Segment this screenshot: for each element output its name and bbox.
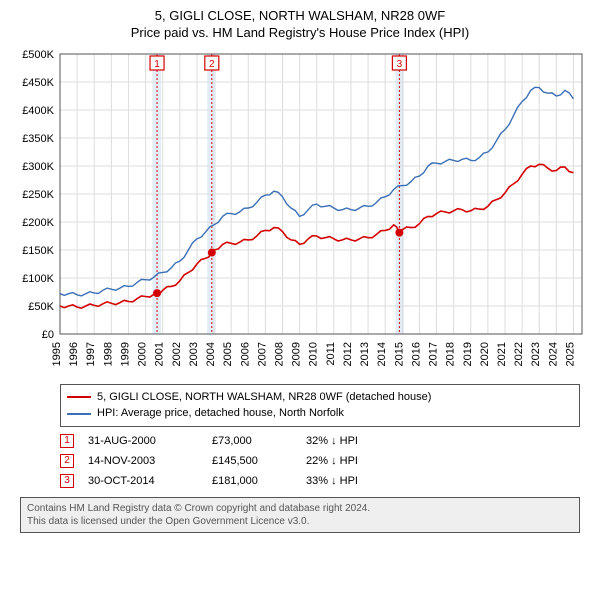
svg-text:£350K: £350K — [22, 133, 54, 145]
footer-line-1: Contains HM Land Registry data © Crown c… — [27, 502, 573, 515]
svg-text:2016: 2016 — [410, 342, 422, 366]
chart-title: 5, GIGLI CLOSE, NORTH WALSHAM, NR28 0WF — [10, 8, 590, 25]
sale-marker-badge: 1 — [60, 434, 74, 448]
svg-text:2020: 2020 — [479, 342, 491, 366]
svg-text:£300K: £300K — [22, 161, 54, 173]
sale-date: 14-NOV-2003 — [88, 455, 198, 467]
svg-text:2014: 2014 — [376, 342, 388, 366]
svg-text:2017: 2017 — [428, 342, 440, 366]
sale-row: 2 14-NOV-2003 £145,500 22% ↓ HPI — [60, 451, 580, 471]
chart-container: { "title": "5, GIGLI CLOSE, NORTH WALSHA… — [0, 0, 600, 539]
sale-hpi-diff: 33% ↓ HPI — [306, 475, 358, 487]
svg-text:2002: 2002 — [171, 342, 183, 366]
svg-text:2024: 2024 — [547, 342, 559, 366]
svg-text:1998: 1998 — [102, 342, 114, 366]
sale-marker-badge: 2 — [60, 454, 74, 468]
svg-text:£500K: £500K — [22, 49, 54, 61]
svg-text:£150K: £150K — [22, 245, 54, 257]
svg-text:2013: 2013 — [359, 342, 371, 366]
svg-text:1995: 1995 — [51, 342, 63, 366]
svg-text:2025: 2025 — [564, 342, 576, 366]
svg-text:3: 3 — [397, 59, 403, 70]
svg-text:2005: 2005 — [222, 342, 234, 366]
svg-text:2: 2 — [209, 59, 215, 70]
legend-label: 5, GIGLI CLOSE, NORTH WALSHAM, NR28 0WF … — [97, 389, 431, 406]
svg-text:1997: 1997 — [85, 342, 97, 366]
svg-text:2018: 2018 — [445, 342, 457, 366]
sale-price: £73,000 — [212, 435, 292, 447]
sale-date: 30-OCT-2014 — [88, 475, 198, 487]
svg-text:£200K: £200K — [22, 217, 54, 229]
svg-text:2012: 2012 — [342, 342, 354, 366]
chart-plot-area: £0 £50K £100K £150K £200K £250K £300K £350K £400… — [10, 48, 590, 378]
svg-text:£450K: £450K — [22, 77, 54, 89]
svg-text:1: 1 — [154, 59, 160, 70]
sale-marker-badge: 3 — [60, 474, 74, 488]
svg-text:£50K: £50K — [28, 301, 54, 313]
sales-list: 1 31-AUG-2000 £73,000 32% ↓ HPI 2 14-NOV-2003… — [60, 431, 580, 491]
svg-text:2008: 2008 — [273, 342, 285, 366]
svg-text:2019: 2019 — [462, 342, 474, 366]
svg-text:2011: 2011 — [325, 342, 337, 366]
sale-price: £181,000 — [212, 475, 292, 487]
sale-point — [395, 228, 403, 236]
chart-subtitle: Price paid vs. HM Land Registry's House … — [10, 25, 590, 42]
svg-text:£250K: £250K — [22, 189, 54, 201]
sale-date: 31-AUG-2000 — [88, 435, 198, 447]
svg-text:2021: 2021 — [496, 342, 508, 366]
line-chart: £0 £50K £100K £150K £200K £250K £300K £350K £400… — [10, 48, 590, 378]
sale-point — [208, 248, 216, 256]
svg-text:1996: 1996 — [68, 342, 80, 366]
svg-text:2006: 2006 — [239, 342, 251, 366]
data-attribution: Contains HM Land Registry data © Crown c… — [20, 497, 580, 533]
legend-item: 5, GIGLI CLOSE, NORTH WALSHAM, NR28 0WF … — [67, 389, 573, 406]
sale-row: 3 30-OCT-2014 £181,000 33% ↓ HPI — [60, 471, 580, 491]
svg-text:1999: 1999 — [119, 342, 131, 366]
svg-text:£0: £0 — [42, 329, 54, 341]
legend-swatch — [67, 396, 91, 398]
svg-text:2015: 2015 — [393, 342, 405, 366]
svg-text:2004: 2004 — [205, 342, 217, 366]
sale-price: £145,500 — [212, 455, 292, 467]
svg-text:2022: 2022 — [513, 342, 525, 366]
footer-line-2: This data is licensed under the Open Gov… — [27, 515, 573, 528]
sale-hpi-diff: 22% ↓ HPI — [306, 455, 358, 467]
sale-row: 1 31-AUG-2000 £73,000 32% ↓ HPI — [60, 431, 580, 451]
svg-text:£400K: £400K — [22, 105, 54, 117]
sale-point — [153, 289, 161, 297]
legend: 5, GIGLI CLOSE, NORTH WALSHAM, NR28 0WF … — [60, 384, 580, 427]
svg-text:2001: 2001 — [154, 342, 166, 366]
sale-hpi-diff: 32% ↓ HPI — [306, 435, 358, 447]
svg-text:2009: 2009 — [291, 342, 303, 366]
legend-label: HPI: Average price, detached house, Nort… — [97, 405, 344, 422]
svg-text:2023: 2023 — [530, 342, 542, 366]
svg-text:2010: 2010 — [308, 342, 320, 366]
legend-item: HPI: Average price, detached house, Nort… — [67, 405, 573, 422]
svg-text:£100K: £100K — [22, 273, 54, 285]
svg-text:2003: 2003 — [188, 342, 200, 366]
legend-swatch — [67, 413, 91, 415]
svg-text:2000: 2000 — [137, 342, 149, 366]
svg-text:2007: 2007 — [256, 342, 268, 366]
